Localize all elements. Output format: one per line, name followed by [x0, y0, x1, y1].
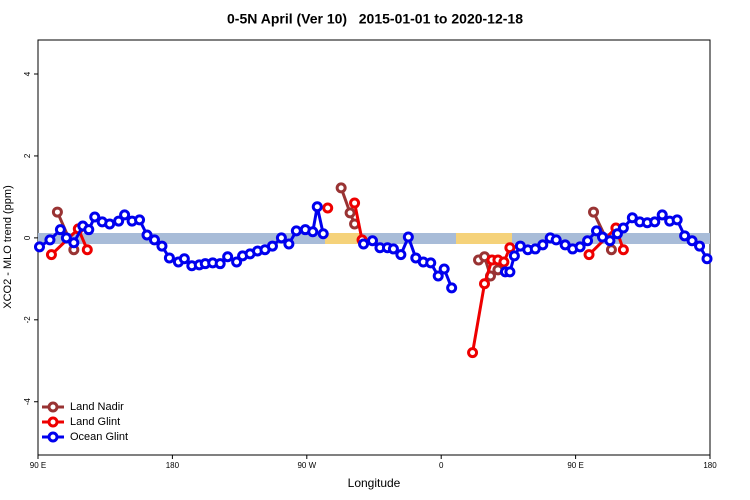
data-point: [574, 241, 586, 253]
data-point: [446, 282, 458, 294]
data-point: [335, 182, 347, 194]
data-point: [582, 235, 594, 247]
data-point: [68, 237, 80, 249]
x-axis-label: Longitude: [348, 476, 401, 490]
legend: Land Nadir Land Glint Ocean Glint: [42, 401, 128, 443]
data-point: [395, 249, 407, 261]
land-band: [325, 233, 361, 244]
data-point: [54, 224, 66, 236]
legend-marker: [47, 416, 59, 428]
y-tick-label: 2: [23, 153, 32, 158]
data-point: [550, 234, 562, 246]
data-point: [694, 240, 706, 252]
data-point: [148, 234, 160, 246]
data-point: [156, 240, 168, 252]
data-point: [51, 206, 63, 218]
data-point: [60, 232, 72, 244]
data-point: [617, 244, 629, 256]
series-line: [50, 202, 625, 353]
data-point: [504, 242, 516, 254]
data-point: [119, 209, 131, 221]
data-point: [358, 238, 370, 250]
data-point: [134, 214, 146, 226]
data-point: [214, 258, 226, 270]
chart-title: 0-5N April (Ver 10) 2015-01-01 to 2020-1…: [227, 11, 523, 27]
legend-label: Land Nadir: [70, 401, 124, 413]
y-tick-label: 0: [23, 235, 32, 240]
legend-label: Land Glint: [70, 416, 120, 428]
data-point: [387, 243, 399, 255]
data-point: [537, 239, 549, 251]
data-point: [349, 197, 361, 209]
data-point: [322, 202, 334, 214]
data-point: [701, 253, 713, 265]
data-point: [671, 214, 683, 226]
y-tick-label: 4: [23, 71, 32, 76]
data-point: [467, 347, 479, 359]
x-tick-label: 0: [439, 461, 444, 470]
data-point: [163, 252, 175, 264]
x-tick-label: 180: [703, 461, 717, 470]
data-point: [617, 222, 629, 234]
data-point: [283, 238, 295, 250]
series-line: [56, 187, 613, 278]
data-point: [275, 232, 287, 244]
data-point: [425, 257, 437, 269]
data-point: [33, 241, 45, 253]
data-point: [679, 230, 691, 242]
y-tick-label: -4: [23, 398, 32, 406]
data-point: [113, 215, 125, 227]
data-point: [45, 249, 57, 261]
legend-label: Ocean Glint: [70, 431, 128, 443]
data-point: [591, 225, 603, 237]
data-point: [311, 201, 323, 213]
data-point: [367, 235, 379, 247]
data-point: [83, 224, 95, 236]
legend-marker: [47, 431, 59, 443]
data-point: [605, 244, 617, 256]
data-point: [604, 235, 616, 247]
data-point: [508, 250, 520, 262]
data-point: [656, 209, 668, 221]
data-point: [504, 266, 516, 278]
land-band: [456, 233, 512, 244]
legend-marker: [47, 401, 59, 413]
data-point: [178, 253, 190, 265]
data-point: [498, 256, 510, 268]
x-tick-label: 90 W: [297, 461, 316, 470]
data-point: [222, 251, 234, 263]
data-point: [290, 225, 302, 237]
data-point: [104, 218, 116, 230]
data-point: [479, 278, 491, 290]
data-point: [231, 256, 243, 268]
data-point: [583, 249, 595, 261]
data-point: [686, 235, 698, 247]
x-tick-label: 90 E: [30, 461, 46, 470]
data-point: [344, 207, 356, 219]
data-point: [44, 234, 56, 246]
x-tick-label: 90 E: [567, 461, 583, 470]
y-tick-label: -2: [23, 316, 32, 324]
data-point: [141, 229, 153, 241]
data-point: [438, 263, 450, 275]
data-point: [402, 231, 414, 243]
data-point: [266, 240, 278, 252]
data-point: [317, 228, 329, 240]
data-point: [588, 206, 600, 218]
data-point: [432, 270, 444, 282]
x-tick-label: 180: [166, 461, 180, 470]
y-axis-label: XCO2 - MLO trend (ppm): [2, 185, 14, 308]
data-point: [307, 226, 319, 238]
data-point: [649, 216, 661, 228]
data-point: [89, 211, 101, 223]
data-point: [81, 244, 93, 256]
